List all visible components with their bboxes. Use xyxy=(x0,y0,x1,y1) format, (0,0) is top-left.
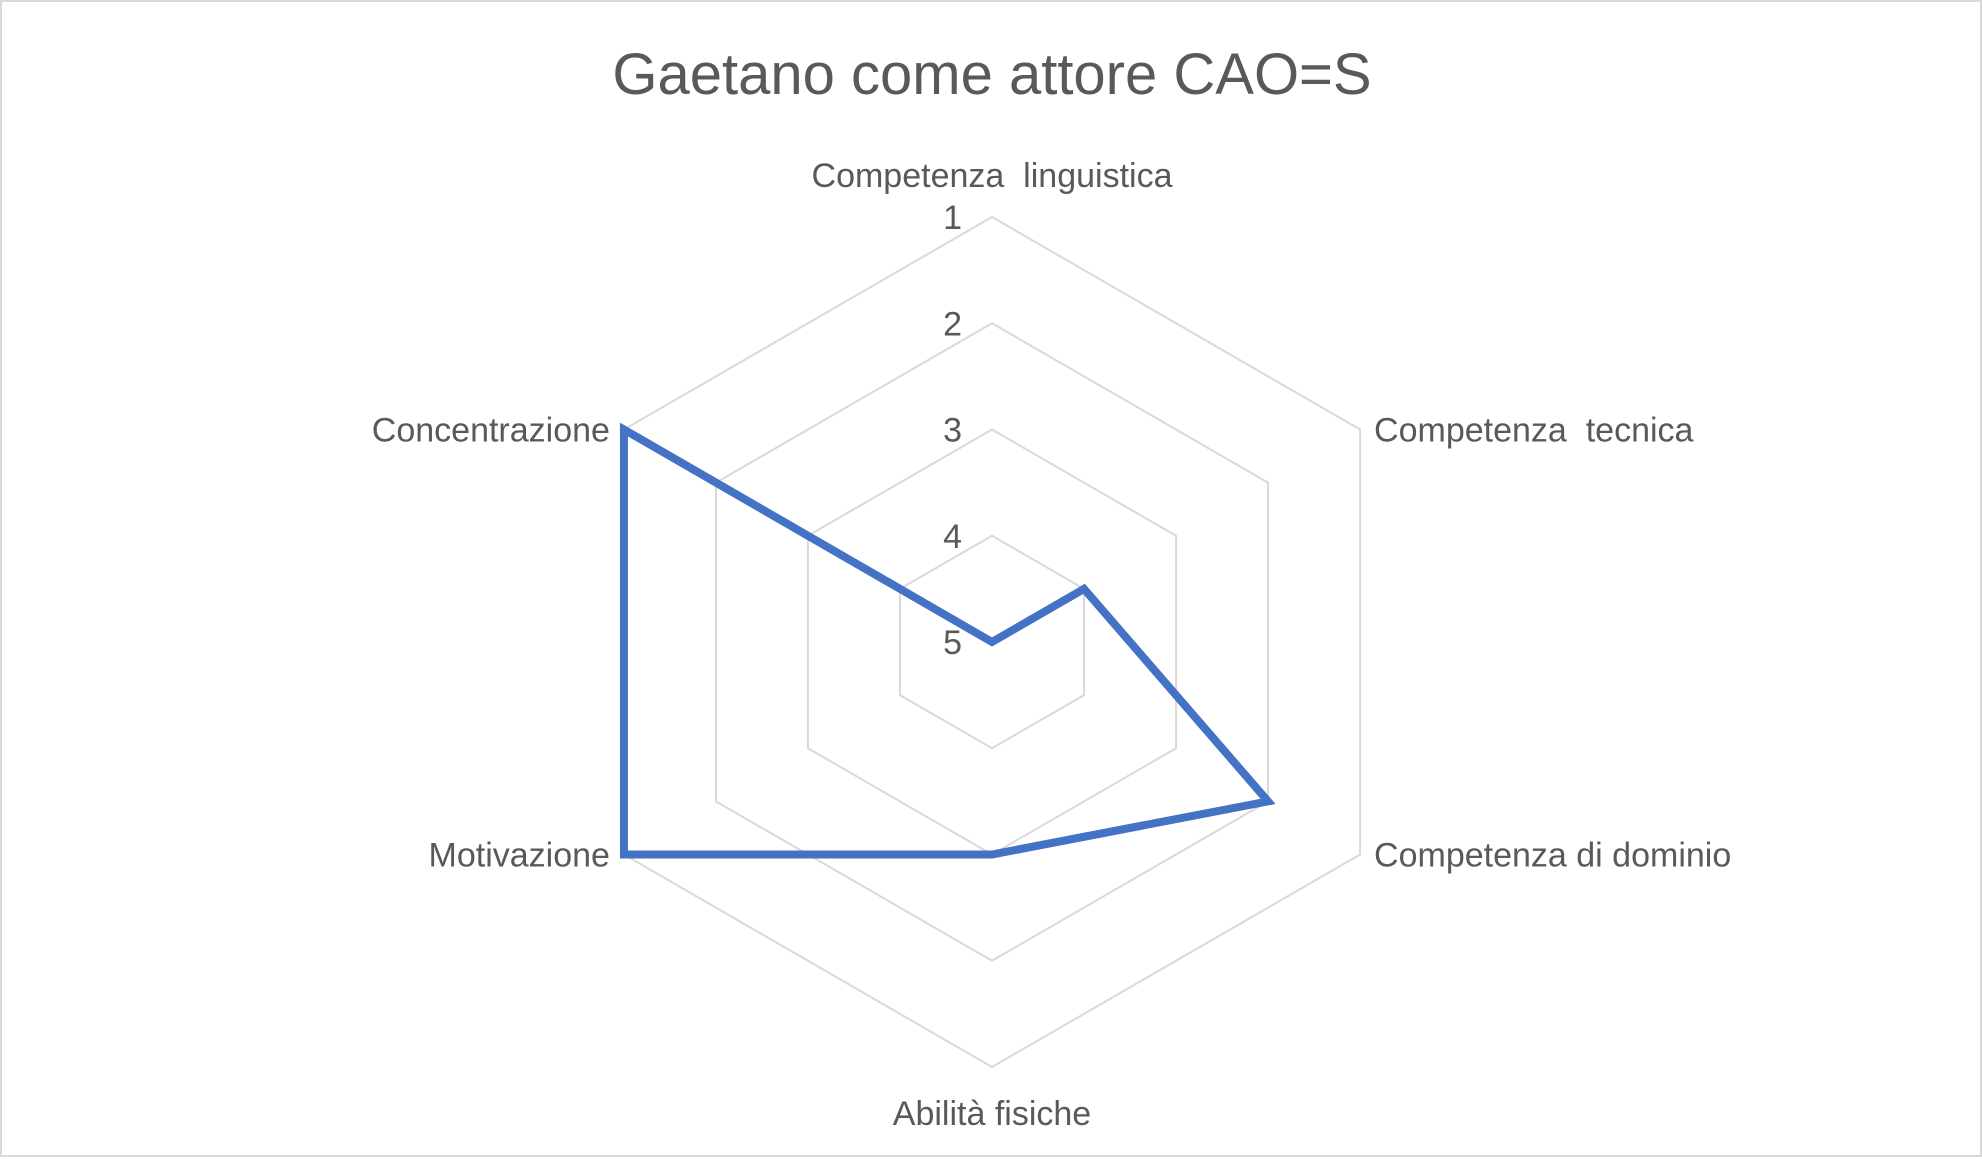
category-label: Abilità fisiche xyxy=(893,1095,1091,1133)
tick-label: 1 xyxy=(943,199,962,237)
tick-labels: 1 2 3 4 5 xyxy=(943,199,962,662)
tick-label: 5 xyxy=(943,624,962,662)
tick-label: 3 xyxy=(943,412,962,450)
tick-label: 4 xyxy=(943,518,962,556)
category-label: Concentrazione xyxy=(372,412,610,450)
category-label: Motivazione xyxy=(429,837,610,875)
series-polygon xyxy=(619,422,1276,859)
category-label: Competenza tecnica xyxy=(1374,412,1693,450)
chart-title: Gaetano come attore CAO=S xyxy=(612,42,1371,107)
category-labels: Competenza linguistica Competenza tecnica… xyxy=(372,157,1731,1133)
category-label: Competenza di dominio xyxy=(1374,837,1731,875)
category-label: Competenza linguistica xyxy=(812,157,1173,195)
tick-label: 2 xyxy=(943,305,962,343)
series-layer xyxy=(619,422,1276,859)
